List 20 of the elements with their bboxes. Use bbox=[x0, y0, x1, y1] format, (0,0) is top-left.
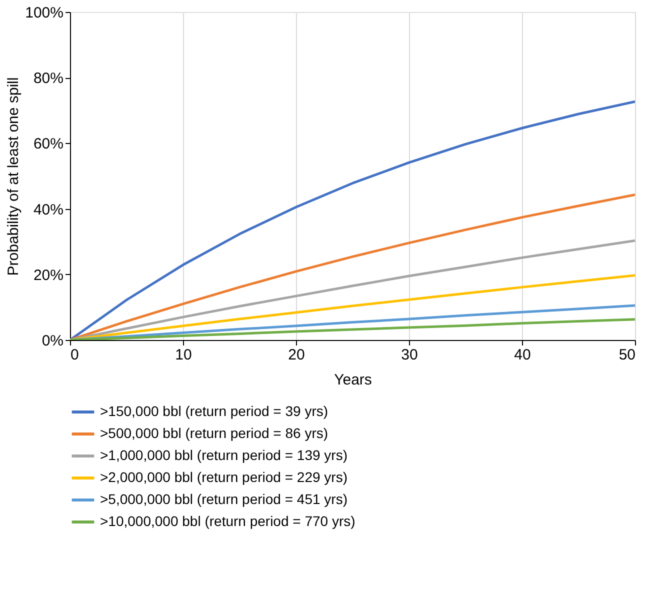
legend-label: >2,000,000 bbl (return period = 229 yrs) bbox=[100, 469, 348, 485]
legend-label: >1,000,000 bbl (return period = 139 yrs) bbox=[100, 447, 348, 463]
legend-label: >150,000 bbl (return period = 39 yrs) bbox=[100, 403, 328, 419]
x-tick-label: 0 bbox=[70, 346, 79, 364]
y-tick-label: 20% bbox=[33, 266, 64, 284]
x-tick-label: 10 bbox=[175, 346, 192, 364]
y-axis-title: Probability of at least one spill bbox=[5, 77, 22, 276]
y-tick-label: 60% bbox=[33, 136, 64, 153]
y-tick-label: 0% bbox=[42, 332, 64, 350]
y-tick-label: 80% bbox=[33, 70, 64, 88]
x-tick-label: 20 bbox=[288, 346, 305, 364]
x-tick-label: 40 bbox=[514, 346, 531, 364]
legend-label: >5,000,000 bbl (return period = 451 yrs) bbox=[100, 491, 348, 507]
x-tick-label: 50 bbox=[618, 346, 636, 364]
legend-label: >500,000 bbl (return period = 86 yrs) bbox=[100, 425, 328, 441]
y-tick-label: 100% bbox=[25, 4, 64, 22]
x-tick-label: 30 bbox=[401, 346, 418, 364]
x-axis-title: Years bbox=[334, 372, 372, 388]
legend-label: >10,000,000 bbl (return period = 770 yrs) bbox=[100, 513, 356, 529]
y-tick-label: 40% bbox=[33, 201, 64, 218]
